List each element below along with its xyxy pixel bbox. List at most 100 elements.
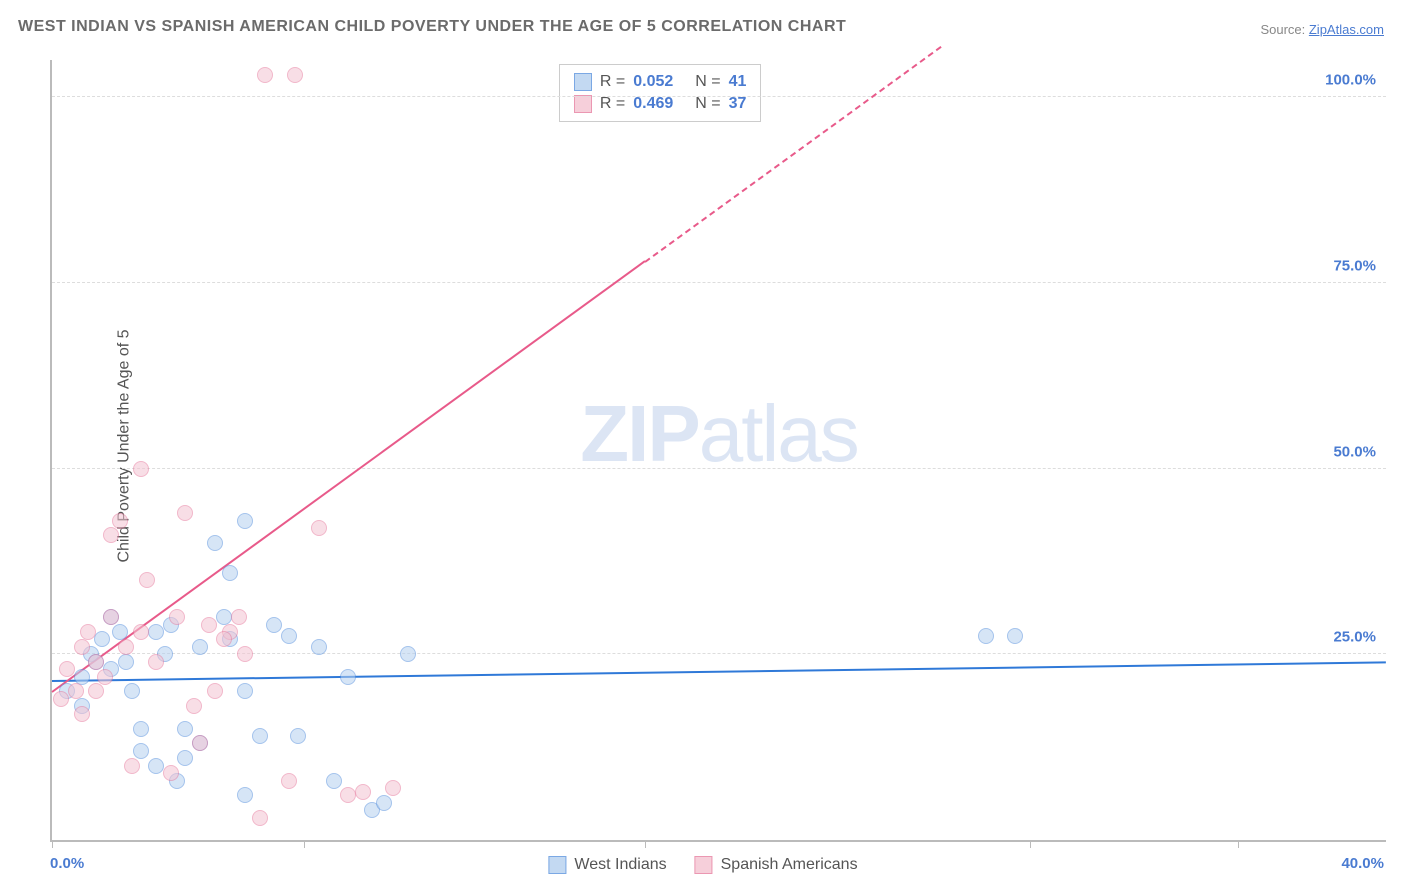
data-point bbox=[59, 661, 75, 677]
data-point bbox=[340, 787, 356, 803]
y-tick-label: 75.0% bbox=[1333, 257, 1376, 274]
data-point bbox=[216, 609, 232, 625]
data-point bbox=[177, 505, 193, 521]
data-point bbox=[74, 706, 90, 722]
correlation-legend: R = 0.052 N = 41 R = 0.469 N = 37 bbox=[559, 64, 762, 122]
data-point bbox=[53, 691, 69, 707]
data-point bbox=[94, 631, 110, 647]
watermark: ZIPatlas bbox=[580, 388, 857, 480]
data-point bbox=[103, 609, 119, 625]
data-point bbox=[68, 683, 84, 699]
data-point bbox=[252, 728, 268, 744]
trendline bbox=[52, 662, 1386, 683]
data-point bbox=[207, 683, 223, 699]
data-point bbox=[163, 765, 179, 781]
data-point bbox=[133, 624, 149, 640]
data-point bbox=[216, 631, 232, 647]
data-point bbox=[112, 513, 128, 529]
watermark-bold: ZIP bbox=[580, 389, 698, 478]
watermark-light: atlas bbox=[699, 389, 858, 478]
legend-r-label: R = bbox=[600, 95, 625, 113]
data-point bbox=[192, 735, 208, 751]
data-point bbox=[385, 780, 401, 796]
data-point bbox=[287, 67, 303, 83]
legend-n-value: 37 bbox=[729, 95, 747, 113]
source-prefix: Source: bbox=[1260, 22, 1308, 37]
data-point bbox=[148, 758, 164, 774]
data-point bbox=[257, 67, 273, 83]
gridline bbox=[52, 282, 1386, 283]
legend-r-value: 0.469 bbox=[633, 95, 673, 113]
legend-n-label: N = bbox=[695, 73, 720, 91]
data-point bbox=[311, 520, 327, 536]
data-point bbox=[311, 639, 327, 655]
data-point bbox=[266, 617, 282, 633]
x-tick bbox=[52, 840, 53, 848]
series-label: West Indians bbox=[574, 856, 666, 874]
data-point bbox=[103, 527, 119, 543]
data-point bbox=[139, 572, 155, 588]
y-tick-label: 50.0% bbox=[1333, 443, 1376, 460]
data-point bbox=[133, 721, 149, 737]
data-point bbox=[231, 609, 247, 625]
data-point bbox=[118, 639, 134, 655]
legend-swatch bbox=[548, 856, 566, 874]
data-point bbox=[192, 639, 208, 655]
x-tick bbox=[645, 840, 646, 848]
legend-row: R = 0.052 N = 41 bbox=[574, 71, 747, 93]
data-point bbox=[237, 646, 253, 662]
legend-n-value: 41 bbox=[729, 73, 747, 91]
data-point bbox=[978, 628, 994, 644]
data-point bbox=[376, 795, 392, 811]
data-point bbox=[74, 639, 90, 655]
data-point bbox=[133, 461, 149, 477]
source-link[interactable]: ZipAtlas.com bbox=[1309, 22, 1384, 37]
data-point bbox=[201, 617, 217, 633]
data-point bbox=[281, 773, 297, 789]
legend-n-label: N = bbox=[695, 95, 720, 113]
data-point bbox=[88, 683, 104, 699]
data-point bbox=[290, 728, 306, 744]
data-point bbox=[252, 810, 268, 826]
series-legend-item: West Indians bbox=[548, 856, 666, 874]
data-point bbox=[237, 513, 253, 529]
data-point bbox=[124, 758, 140, 774]
plot-area: ZIPatlas R =0.052N =41R =0.469N =37 25.0… bbox=[50, 60, 1386, 842]
data-point bbox=[237, 683, 253, 699]
data-point bbox=[88, 654, 104, 670]
source-attribution: Source: ZipAtlas.com bbox=[1260, 22, 1384, 37]
gridline bbox=[52, 468, 1386, 469]
x-tick bbox=[1030, 840, 1031, 848]
data-point bbox=[148, 624, 164, 640]
x-axis-origin-label: 0.0% bbox=[50, 855, 84, 872]
series-legend-item: Spanish Americans bbox=[695, 856, 858, 874]
gridline bbox=[52, 96, 1386, 97]
data-point bbox=[118, 654, 134, 670]
data-point bbox=[340, 669, 356, 685]
x-tick bbox=[1238, 840, 1239, 848]
legend-r-label: R = bbox=[600, 73, 625, 91]
y-tick-label: 100.0% bbox=[1325, 72, 1376, 89]
x-axis-end-label: 40.0% bbox=[1341, 855, 1384, 872]
data-point bbox=[400, 646, 416, 662]
data-point bbox=[355, 784, 371, 800]
data-point bbox=[222, 565, 238, 581]
data-point bbox=[186, 698, 202, 714]
legend-r-value: 0.052 bbox=[633, 73, 673, 91]
series-label: Spanish Americans bbox=[721, 856, 858, 874]
data-point bbox=[169, 609, 185, 625]
data-point bbox=[133, 743, 149, 759]
data-point bbox=[237, 787, 253, 803]
data-point bbox=[207, 535, 223, 551]
x-tick bbox=[304, 840, 305, 848]
data-point bbox=[124, 683, 140, 699]
legend-swatch bbox=[574, 73, 592, 91]
legend-swatch bbox=[695, 856, 713, 874]
data-point bbox=[80, 624, 96, 640]
data-point bbox=[177, 750, 193, 766]
data-point bbox=[74, 669, 90, 685]
series-legend: West Indians Spanish Americans bbox=[548, 856, 857, 874]
data-point bbox=[112, 624, 128, 640]
data-point bbox=[1007, 628, 1023, 644]
data-point bbox=[97, 669, 113, 685]
